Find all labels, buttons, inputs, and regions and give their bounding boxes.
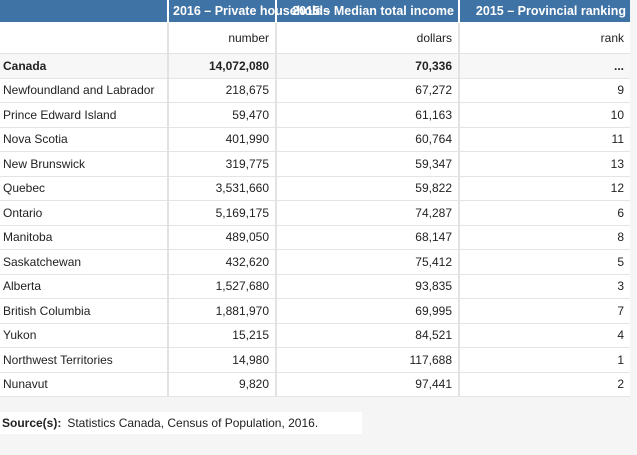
row-households: 1,527,680 — [168, 274, 277, 299]
table-row: New Brunswick 319,775 59,347 13 — [0, 151, 630, 177]
header-median-income: 2015 – Median total income — [276, 0, 460, 23]
header-private-households: 2016 – Private households — [168, 0, 330, 23]
row-income: 93,835 — [276, 274, 460, 299]
row-name: Quebec — [0, 176, 169, 201]
table-row: Quebec 3,531,660 59,822 12 — [0, 176, 630, 201]
table-row: Newfoundland and Labrador 218,675 67,272… — [0, 78, 630, 103]
table-row: Nunavut 9,820 97,441 2 — [0, 372, 630, 397]
table-row: Manitoba 489,050 68,147 8 — [0, 225, 630, 250]
row-income: 70,336 — [276, 53, 460, 79]
data-table-container: 2016 – Private households 2015 – Median … — [0, 0, 630, 397]
row-rank: ... — [459, 53, 630, 79]
source-label: Source(s): — [2, 416, 62, 430]
units-row: number dollars rank — [0, 22, 630, 54]
row-rank: 6 — [459, 200, 630, 226]
row-name: Nova Scotia — [0, 127, 169, 152]
row-name: Prince Edward Island — [0, 102, 169, 128]
row-income: 61,163 — [276, 102, 460, 128]
row-rank: 9 — [459, 78, 630, 103]
table-row: Saskatchewan 432,620 75,412 5 — [0, 249, 630, 275]
row-name: Yukon — [0, 323, 169, 348]
row-income: 97,441 — [276, 372, 460, 397]
row-name: Canada — [0, 53, 169, 79]
row-rank: 5 — [459, 249, 630, 275]
row-households: 59,470 — [168, 102, 277, 128]
source-note: Source(s): Statistics Canada, Census of P… — [0, 412, 362, 434]
row-income: 59,347 — [276, 151, 460, 177]
row-rank: 3 — [459, 274, 630, 299]
row-households: 432,620 — [168, 249, 277, 275]
row-households: 5,169,175 — [168, 200, 277, 226]
row-income: 74,287 — [276, 200, 460, 226]
row-rank: 2 — [459, 372, 630, 397]
row-rank: 11 — [459, 127, 630, 152]
unit-number: number — [168, 22, 277, 54]
row-households: 14,980 — [168, 347, 277, 373]
row-name: Newfoundland and Labrador — [0, 78, 169, 103]
unit-rank: rank — [459, 22, 630, 54]
row-name: Saskatchewan — [0, 249, 169, 275]
header-stub — [0, 0, 169, 23]
units-stub — [0, 22, 169, 54]
table-header: 2016 – Private households 2015 – Median … — [0, 0, 630, 54]
row-income: 75,412 — [276, 249, 460, 275]
row-income: 84,521 — [276, 323, 460, 348]
row-income: 69,995 — [276, 298, 460, 324]
row-households: 9,820 — [168, 372, 277, 397]
row-households: 15,215 — [168, 323, 277, 348]
table-row: British Columbia 1,881,970 69,995 7 — [0, 298, 630, 324]
row-income: 67,272 — [276, 78, 460, 103]
table-row: Prince Edward Island 59,470 61,163 10 — [0, 102, 630, 128]
table-row: Northwest Territories 14,980 117,688 1 — [0, 347, 630, 373]
households-income-table: 2016 – Private households 2015 – Median … — [0, 0, 630, 397]
row-name: New Brunswick — [0, 151, 169, 177]
row-rank: 8 — [459, 225, 630, 250]
row-households: 218,675 — [168, 78, 277, 103]
unit-dollars: dollars — [276, 22, 460, 54]
row-rank: 1 — [459, 347, 630, 373]
row-households: 319,775 — [168, 151, 277, 177]
row-rank: 7 — [459, 298, 630, 324]
table-row: Alberta 1,527,680 93,835 3 — [0, 274, 630, 299]
row-rank: 4 — [459, 323, 630, 348]
row-income: 117,688 — [276, 347, 460, 373]
row-rank: 12 — [459, 176, 630, 201]
row-rank: 10 — [459, 102, 630, 128]
row-name: British Columbia — [0, 298, 169, 324]
header-row: 2016 – Private households 2015 – Median … — [0, 0, 630, 23]
row-name: Nunavut — [0, 372, 169, 397]
row-name: Alberta — [0, 274, 169, 299]
header-provincial-ranking: 2015 – Provincial ranking — [459, 0, 630, 23]
row-households: 1,881,970 — [168, 298, 277, 324]
table-body: Canada 14,072,080 70,336 ... Newfoundlan… — [0, 53, 630, 397]
table-row-canada: Canada 14,072,080 70,336 ... — [0, 53, 630, 79]
table-row: Ontario 5,169,175 74,287 6 — [0, 200, 630, 226]
row-name: Manitoba — [0, 225, 169, 250]
row-income: 59,822 — [276, 176, 460, 201]
table-row: Yukon 15,215 84,521 4 — [0, 323, 630, 348]
row-households: 3,531,660 — [168, 176, 277, 201]
row-households: 14,072,080 — [168, 53, 277, 79]
row-income: 68,147 — [276, 225, 460, 250]
source-text: Statistics Canada, Census of Population,… — [67, 416, 319, 430]
row-income: 60,764 — [276, 127, 460, 152]
row-rank: 13 — [459, 151, 630, 177]
row-name: Ontario — [0, 200, 169, 226]
table-row: Nova Scotia 401,990 60,764 11 — [0, 127, 630, 152]
row-households: 489,050 — [168, 225, 277, 250]
row-households: 401,990 — [168, 127, 277, 152]
row-name: Northwest Territories — [0, 347, 169, 373]
